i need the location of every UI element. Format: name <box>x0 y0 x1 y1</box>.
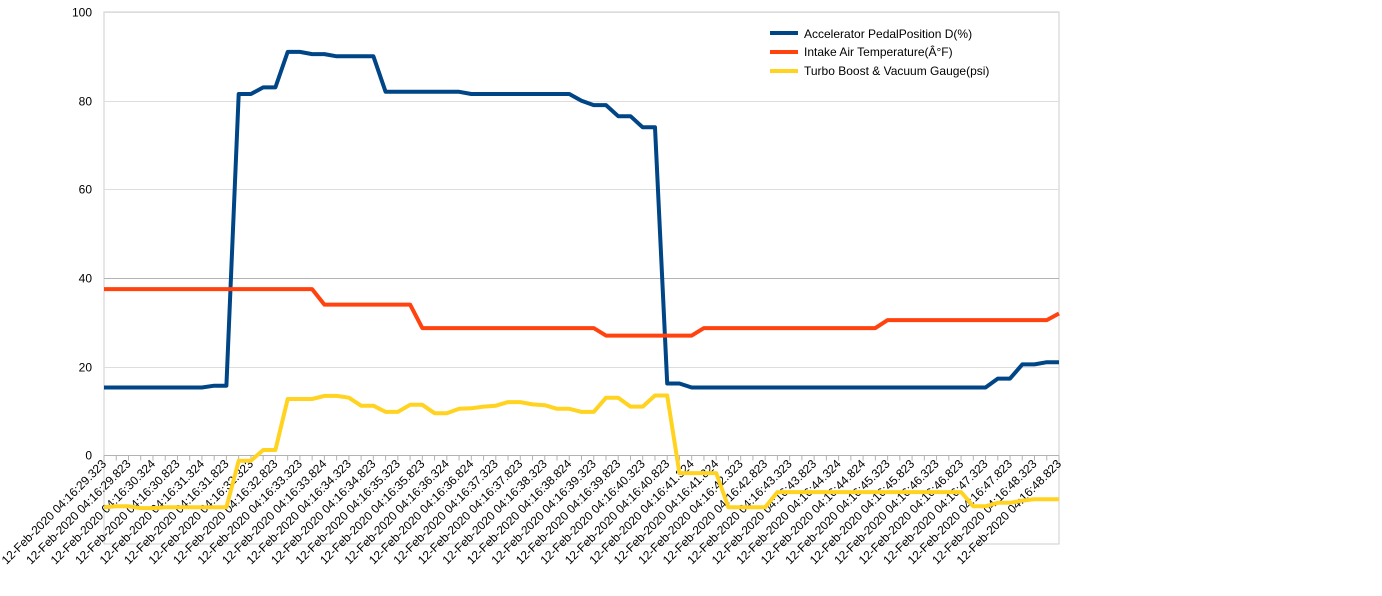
y-tick-label: 100 <box>72 6 92 20</box>
series-line-turbo-boost <box>103 393 1059 511</box>
legend-label-intake-temp: Intake Air Temperature(Â°F) <box>804 44 953 59</box>
legend: Accelerator PedalPosition D(%) Intake Ai… <box>770 27 989 78</box>
y-tick-label: 80 <box>79 95 93 109</box>
y-tick-label: 40 <box>79 272 93 286</box>
y-tick-label: 60 <box>79 183 93 197</box>
y-axis-labels: 0 20 40 60 80 100 <box>72 6 92 463</box>
y-tick-label: 20 <box>79 361 93 375</box>
series-line-intake-temp <box>104 287 1060 338</box>
legend-label-accelerator: Accelerator PedalPosition D(%) <box>804 27 972 41</box>
series-lines <box>103 49 1060 511</box>
series-line-accelerator <box>104 49 1059 390</box>
gridlines <box>103 11 1060 545</box>
legend-label-turbo-boost: Turbo Boost & Vacuum Gauge(psi) <box>804 64 989 78</box>
y-tick-label: 0 <box>85 449 92 463</box>
